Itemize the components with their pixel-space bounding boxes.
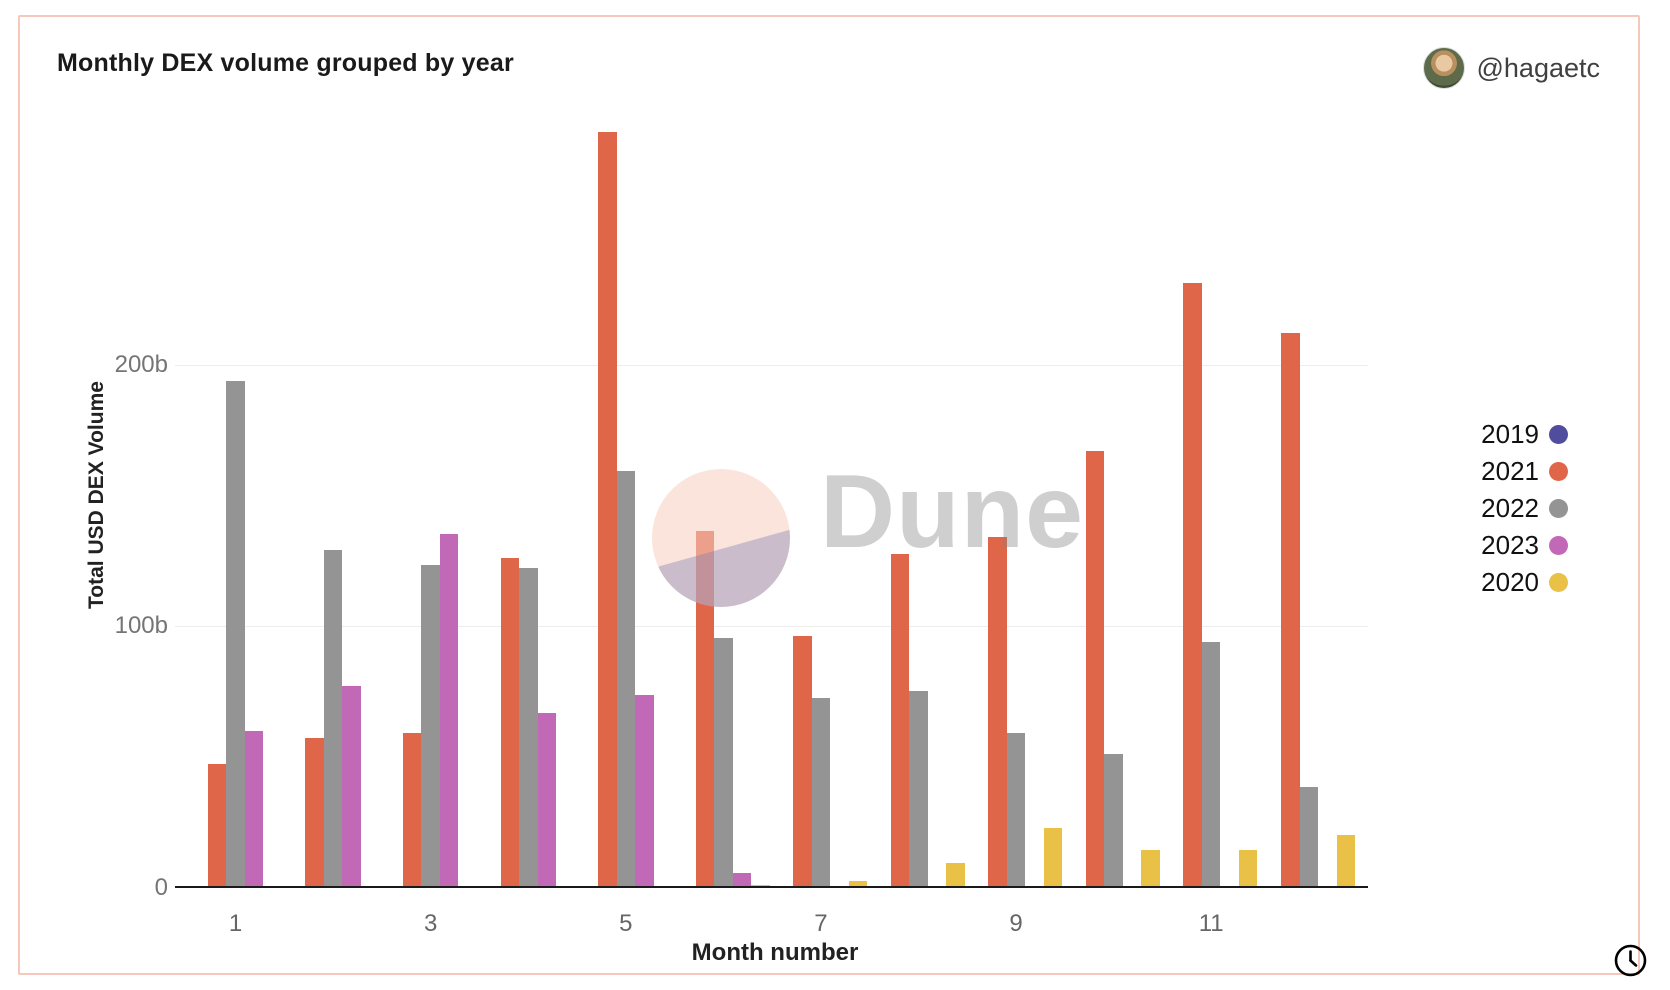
- bar-2022-month-4[interactable]: [519, 568, 538, 888]
- legend-label: 2019: [1481, 419, 1539, 449]
- bar-group-month-4: [482, 128, 575, 888]
- bar-2023-month-1[interactable]: [244, 731, 264, 888]
- bar-group-month-5: [579, 128, 673, 888]
- bar-2021-month-10[interactable]: [1085, 451, 1105, 888]
- bar-2022-month-6[interactable]: [714, 638, 733, 888]
- legend-color-dot: [1549, 536, 1568, 555]
- legend-label: 2021: [1481, 456, 1539, 486]
- x-tick-label: 1: [228, 910, 243, 937]
- y-tick-label: 0: [154, 874, 168, 901]
- legend-color-dot: [1549, 499, 1568, 518]
- bar-group-month-8: [872, 128, 965, 888]
- gridline: [175, 365, 1368, 366]
- y-tick-label: 100b: [114, 612, 168, 639]
- bar-2020-month-7[interactable]: [848, 881, 868, 888]
- legend-color-dot: [1549, 462, 1568, 481]
- legend-item-2022[interactable]: 2022: [1481, 493, 1568, 523]
- bar-2020-month-11[interactable]: [1238, 850, 1258, 888]
- bar-2021-month-11[interactable]: [1183, 283, 1202, 888]
- bar-2021-month-2[interactable]: [305, 738, 324, 888]
- bar-2022-month-1[interactable]: [226, 381, 245, 888]
- bar-2021-month-7[interactable]: [793, 636, 812, 888]
- bar-group-month-3: [384, 128, 477, 888]
- legend-item-2023[interactable]: 2023: [1481, 530, 1568, 560]
- author-handle[interactable]: @hagaetc: [1476, 52, 1601, 83]
- legend-color-dot: [1549, 425, 1568, 444]
- bar-2021-month-4[interactable]: [500, 558, 520, 888]
- x-axis-line: [175, 886, 1368, 888]
- bar-2021-month-5[interactable]: [598, 132, 617, 888]
- x-tick-label: 11: [1198, 910, 1224, 937]
- legend-color-dot: [1549, 573, 1568, 592]
- legend-item-2021[interactable]: 2021: [1481, 456, 1568, 486]
- bar-2023-month-3[interactable]: [439, 534, 459, 888]
- bar-2020-month-12[interactable]: [1336, 835, 1355, 888]
- x-tick-label: 5: [619, 910, 633, 937]
- bar-2020-month-8[interactable]: [946, 863, 965, 888]
- bar-group-month-2: [286, 128, 380, 888]
- bar-2023-month-4[interactable]: [537, 713, 557, 888]
- legend-label: 2022: [1481, 493, 1539, 523]
- author-block: @hagaetc: [1422, 47, 1601, 89]
- bar-2020-month-9[interactable]: [1043, 828, 1063, 888]
- y-tick-label: 200b: [114, 351, 168, 378]
- bar-2022-month-5[interactable]: [616, 471, 636, 888]
- x-axis-title: Month number: [691, 939, 859, 966]
- chart-card: Monthly DEX volume grouped by year @haga…: [18, 15, 1647, 977]
- bar-2021-month-8[interactable]: [890, 554, 910, 888]
- bar-2022-month-12[interactable]: [1299, 787, 1318, 888]
- page-title: Monthly DEX volume grouped by year: [57, 49, 514, 77]
- bar-2023-month-6[interactable]: [732, 873, 752, 888]
- legend-label: 2023: [1481, 530, 1539, 560]
- clock-icon[interactable]: [1614, 944, 1647, 977]
- bar-2021-month-6[interactable]: [695, 531, 715, 888]
- avatar[interactable]: [1422, 47, 1465, 89]
- bar-2022-month-11[interactable]: [1201, 642, 1221, 888]
- bar-group-month-1: [189, 128, 282, 888]
- x-tick-label: 9: [1009, 910, 1023, 937]
- bar-2021-month-3[interactable]: [402, 733, 422, 888]
- bar-2023-month-5[interactable]: [635, 695, 654, 888]
- bar-2022-month-2[interactable]: [323, 550, 343, 888]
- bar-2022-month-3[interactable]: [421, 565, 440, 888]
- bar-2021-month-12[interactable]: [1281, 333, 1300, 888]
- x-tick-label: 7: [814, 910, 828, 937]
- legend-item-2020[interactable]: 2020: [1481, 567, 1568, 597]
- bar-group-month-11: [1164, 128, 1258, 888]
- bar-2021-month-9[interactable]: [988, 537, 1007, 888]
- bar-group-month-12: [1262, 128, 1355, 888]
- bar-2022-month-8[interactable]: [909, 691, 928, 888]
- bar-group-month-7: [774, 128, 868, 888]
- bar-group-month-9: [969, 128, 1063, 888]
- gridline: [175, 626, 1368, 627]
- legend-label: 2020: [1481, 567, 1539, 597]
- bar-2021-month-1[interactable]: [207, 764, 227, 888]
- bar-2023-month-2[interactable]: [342, 686, 361, 888]
- bar-group-month-10: [1067, 128, 1160, 888]
- legend: 2019 2021 2022 2023 2020: [1481, 419, 1568, 597]
- bar-2020-month-10[interactable]: [1141, 850, 1160, 888]
- x-tick-label: 3: [424, 910, 438, 937]
- legend-item-2019[interactable]: 2019: [1481, 419, 1568, 449]
- bar-2022-month-7[interactable]: [811, 698, 831, 888]
- bar-group-month-6: [677, 128, 770, 888]
- bar-2022-month-9[interactable]: [1006, 733, 1026, 888]
- bar-2022-month-10[interactable]: [1104, 754, 1123, 888]
